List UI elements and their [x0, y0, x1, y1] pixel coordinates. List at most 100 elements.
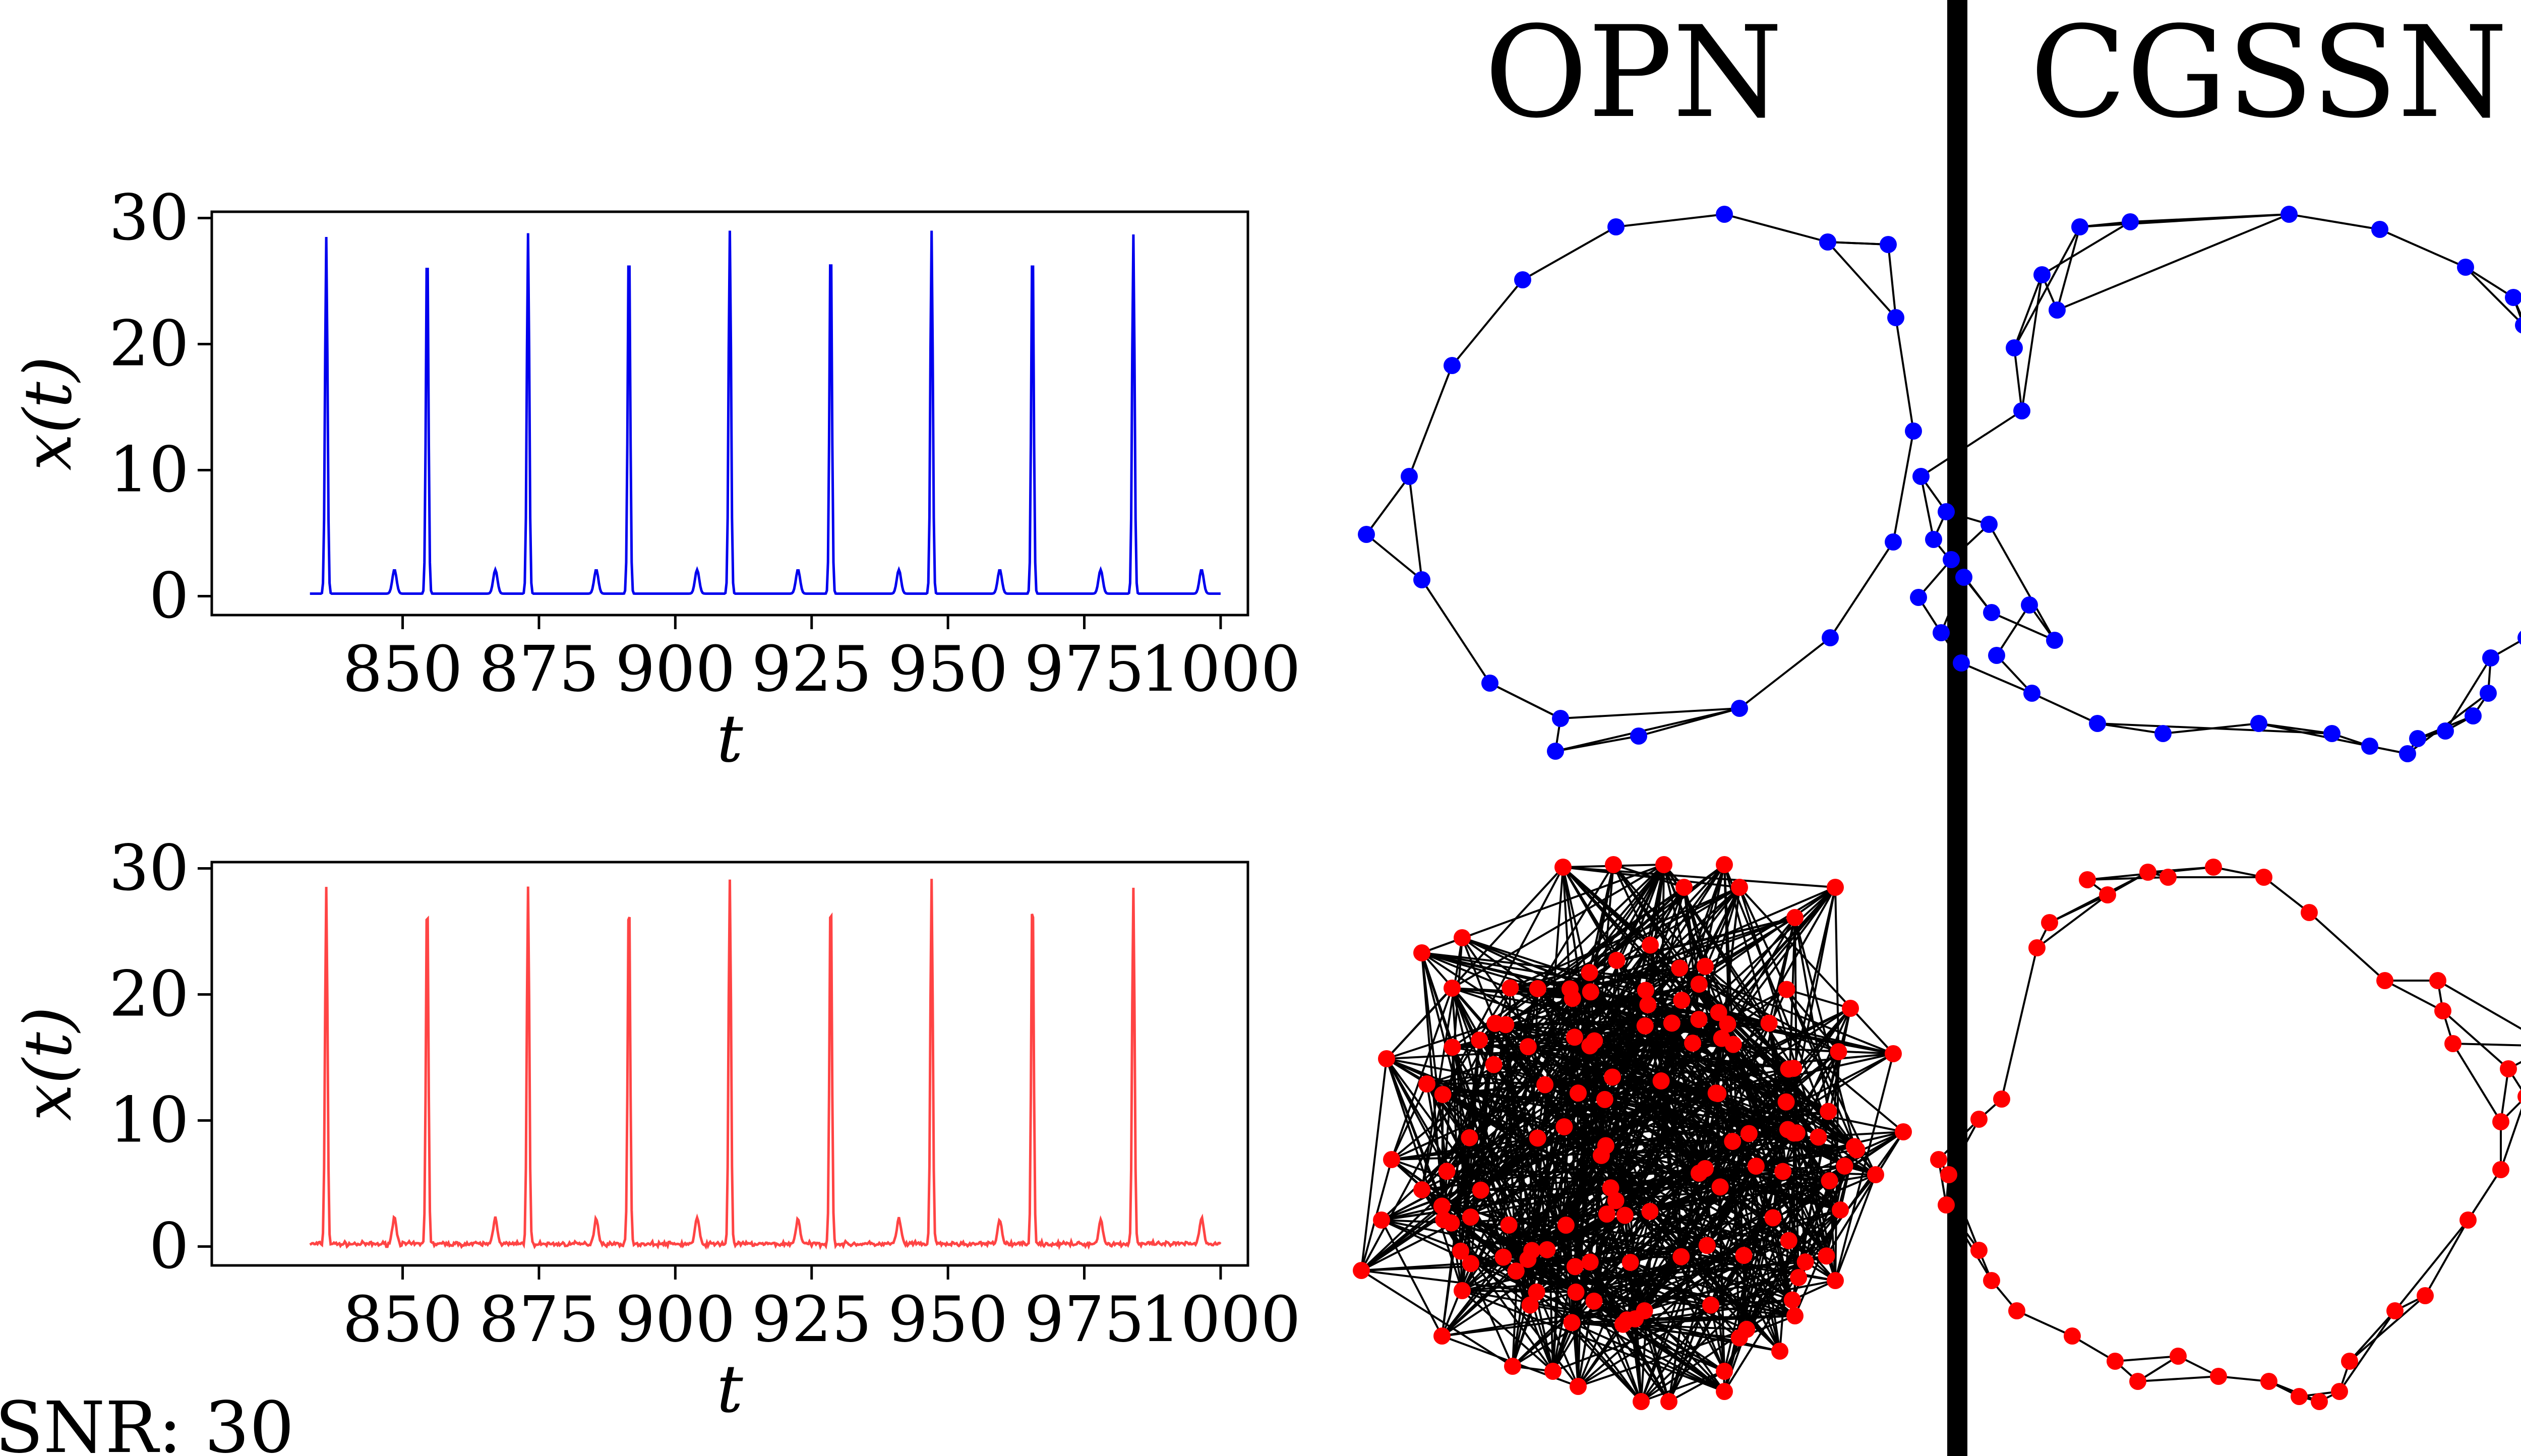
network-node	[2255, 869, 2272, 886]
network-node	[1566, 1258, 1584, 1276]
network-node	[1529, 1129, 1546, 1147]
network-node	[1953, 654, 1970, 672]
network-node	[2434, 1002, 2451, 1019]
network-node	[1830, 1043, 1847, 1061]
network-node	[2122, 213, 2139, 230]
network-edge	[1950, 523, 1990, 561]
network-edge	[1537, 886, 1740, 990]
series-line-clean	[310, 230, 1221, 595]
network-edge	[2442, 1010, 2509, 1070]
network-edge	[1572, 1321, 1747, 1330]
network-node	[2280, 206, 2298, 223]
network-edge	[1365, 475, 1410, 535]
network-node	[1885, 533, 1902, 551]
network-node	[1353, 1262, 1370, 1279]
network-edge	[2013, 226, 2081, 348]
network-edge	[1615, 213, 1725, 228]
network-node	[1716, 206, 1733, 223]
network-edge	[2016, 1310, 2073, 1337]
network-edge	[1945, 1204, 1993, 1282]
network-edge	[1565, 887, 1740, 1226]
network-edge	[1544, 944, 1651, 1085]
network-node	[2311, 1393, 2328, 1410]
network-node	[1552, 710, 1569, 727]
network-edge	[1442, 1277, 1799, 1337]
network-node	[1993, 1090, 2010, 1108]
y-tick-label: 0	[149, 560, 189, 633]
network-edge	[1479, 997, 1573, 1041]
network-node	[1820, 1103, 1837, 1120]
x-tick-label: 850	[342, 1283, 463, 1356]
network-node	[1827, 1272, 1844, 1289]
network-edge	[1710, 1166, 1757, 1306]
network-edge	[1421, 1094, 1444, 1190]
network-node	[1581, 964, 1598, 982]
network-node	[1905, 422, 1922, 440]
x-tick-label: 875	[479, 633, 599, 706]
network-node	[1785, 1059, 1803, 1077]
network-edge	[1426, 999, 1683, 1085]
network-node	[1570, 1378, 1587, 1395]
network-node	[2049, 301, 2066, 319]
network-node	[1401, 468, 1418, 485]
network-edge	[1649, 944, 1841, 1211]
network-node	[1786, 1307, 1804, 1324]
network-node	[2023, 685, 2040, 702]
network-node	[2482, 649, 2499, 666]
network-node	[1731, 879, 1748, 896]
network-node	[1690, 1011, 1708, 1028]
network-node	[1774, 1163, 1792, 1180]
network-edge	[1451, 279, 1524, 367]
x-tick-label: 975	[1024, 1283, 1145, 1356]
network-node	[2129, 1373, 2146, 1390]
network-edge	[1593, 887, 1685, 1302]
network-edge	[1590, 864, 1665, 993]
network-node	[1925, 531, 1942, 548]
network-node	[1434, 1085, 1452, 1103]
x-tick-label: 975	[1024, 633, 1145, 706]
network-edge	[1426, 1083, 1576, 1267]
network-node	[1461, 1129, 1478, 1146]
column-divider	[1947, 0, 1967, 1456]
network-node	[1938, 1196, 1955, 1214]
network-node	[1842, 1000, 1859, 1017]
network-node	[2099, 886, 2116, 903]
title-opn: OPN	[1484, 0, 1783, 146]
network-edge	[1527, 988, 1539, 1260]
network-node	[1980, 516, 1998, 533]
network-edge	[1421, 579, 1491, 684]
network-edge	[2001, 947, 2038, 1100]
network-node	[1373, 1211, 1390, 1229]
network-edge	[1738, 886, 1894, 1055]
axes-frame	[210, 210, 1249, 617]
network-node	[1818, 1247, 1835, 1265]
network-edge	[1792, 887, 1836, 1069]
network-edge	[2097, 722, 2332, 735]
network-edge	[1635, 1318, 1780, 1352]
network-edge	[2437, 980, 2521, 1030]
network-node	[1783, 1291, 1801, 1309]
network-edge	[1391, 1145, 1854, 1161]
network-edge	[2467, 1169, 2502, 1221]
network-node	[1639, 996, 1657, 1013]
network-node	[2399, 745, 2416, 762]
network-node	[1454, 1282, 1471, 1299]
network-edge	[1426, 1083, 1708, 1247]
network-node	[1912, 468, 1930, 485]
network-node	[2071, 218, 2088, 235]
network-edge	[1360, 1058, 1388, 1271]
network-node	[1690, 976, 1708, 993]
network-node	[1675, 879, 1693, 896]
network-node	[1845, 1138, 1863, 1156]
network-node	[1938, 503, 1955, 520]
network-edge	[1451, 988, 1576, 1267]
network-node	[1660, 1393, 1677, 1410]
network-node	[1581, 1253, 1599, 1271]
network-edge	[1577, 1304, 1712, 1387]
network-node	[1943, 551, 1960, 568]
network-edge	[1589, 1261, 1747, 1330]
network-node	[1567, 1283, 1585, 1301]
network-node	[1810, 1128, 1827, 1146]
